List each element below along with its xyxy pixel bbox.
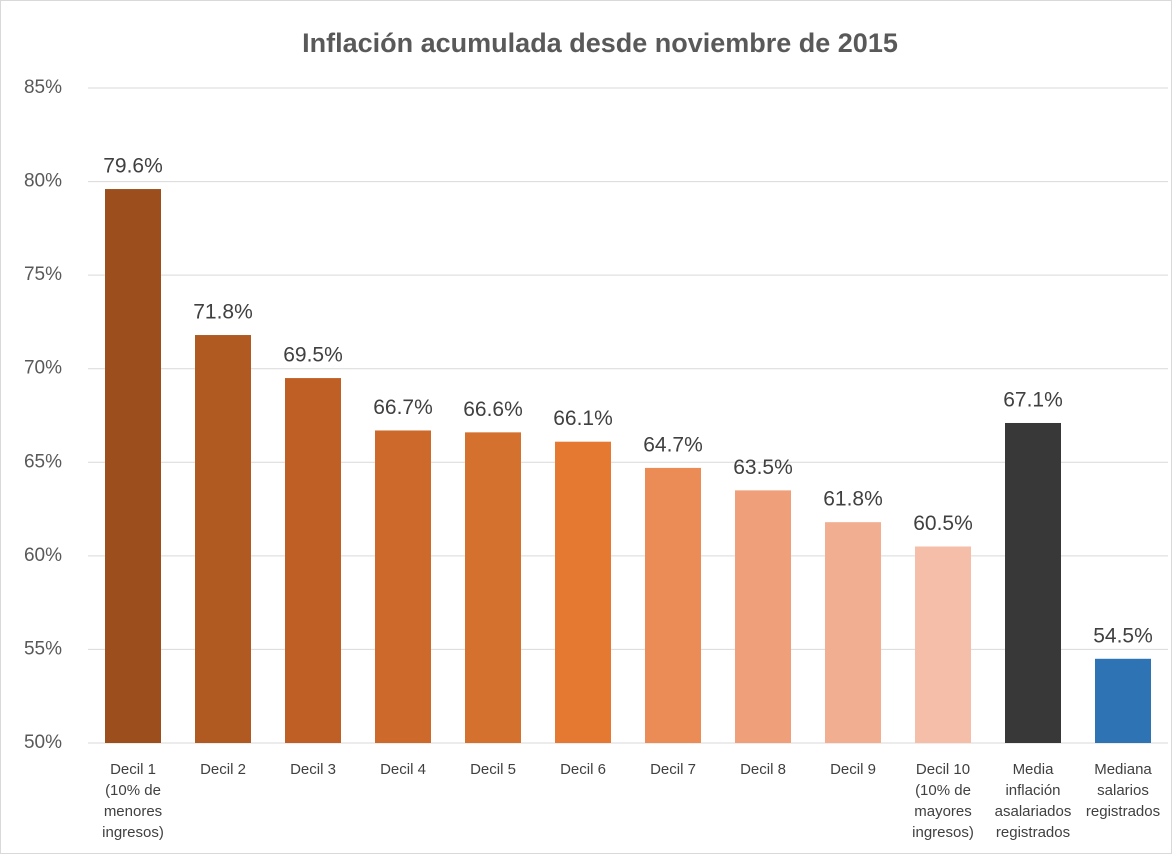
bar	[645, 467, 701, 743]
y-tick-label: 50%	[24, 732, 62, 753]
data-label: 69.5%	[283, 344, 343, 367]
y-tick-label: 80%	[24, 171, 62, 192]
bar	[1005, 422, 1061, 743]
y-tick-label: 70%	[24, 358, 62, 379]
data-label: 66.1%	[553, 407, 613, 430]
y-tick-label: 60%	[24, 545, 62, 566]
x-tick-label: Media inflación asalariados registrados	[995, 761, 1072, 841]
x-tick-label: Decil 5	[470, 761, 516, 778]
bar	[105, 189, 161, 744]
data-label: 79.6%	[103, 155, 163, 178]
data-label: 63.5%	[733, 456, 793, 479]
x-tick-label: Decil 7	[650, 761, 696, 778]
bar	[555, 441, 611, 743]
x-tick-label: Decil 3	[290, 761, 336, 778]
x-tick-label: Decil 4	[380, 761, 426, 778]
bar	[285, 378, 341, 743]
bar	[1095, 658, 1151, 743]
x-tick-label: Decil 2	[200, 761, 246, 778]
data-label: 66.7%	[373, 396, 433, 419]
y-tick-label: 55%	[24, 638, 62, 659]
data-label: 64.7%	[643, 433, 703, 456]
x-tick-label: Decil 1 (10% de menores ingresos)	[102, 761, 164, 841]
bar	[195, 335, 251, 743]
data-label: 54.5%	[1093, 624, 1153, 647]
bar	[465, 432, 521, 743]
y-tick-label: 85%	[24, 77, 62, 98]
y-tick-label: 75%	[24, 264, 62, 285]
bar	[375, 430, 431, 743]
x-tick-label: Decil 6	[560, 761, 606, 778]
bar	[825, 522, 881, 743]
x-tick-label: Decil 9	[830, 761, 876, 778]
chart-title: Inflación acumulada desde noviembre de 2…	[302, 28, 898, 58]
data-label: 61.8%	[823, 488, 883, 511]
data-label: 66.6%	[463, 398, 523, 421]
x-tick-label: Decil 8	[740, 761, 786, 778]
y-tick-label: 65%	[24, 451, 62, 472]
x-tick-label: Mediana salarios registrados	[1086, 761, 1160, 820]
data-label: 60.5%	[913, 512, 973, 535]
data-label: 67.1%	[1003, 389, 1063, 412]
x-tick-label: Decil 10 (10% de mayores ingresos)	[912, 761, 974, 841]
bar	[915, 546, 971, 743]
data-label: 71.8%	[193, 301, 253, 324]
bar	[735, 490, 791, 743]
